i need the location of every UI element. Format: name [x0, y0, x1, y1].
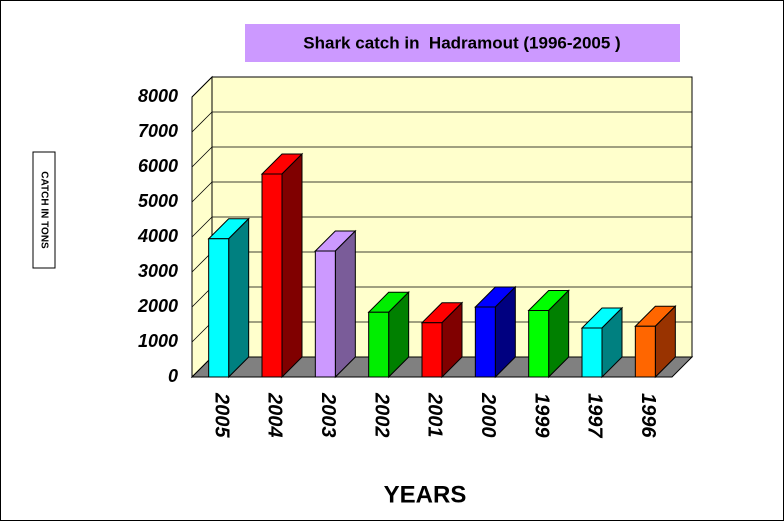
y-tick-label: 1000: [138, 331, 178, 351]
bar-side: [281, 152, 303, 379]
bar: [474, 306, 496, 378]
y-tick-label: 7000: [138, 121, 178, 141]
bar: [421, 322, 443, 378]
y-tick-label: 2000: [137, 296, 178, 316]
bar: [261, 173, 283, 378]
grid-line: [191, 111, 213, 133]
bar: [314, 250, 336, 378]
grid-line: [191, 76, 213, 98]
grid-line: [191, 181, 213, 203]
x-tick-label: 2005: [210, 392, 232, 438]
chart-title: Shark catch in Hadramout (1996-2005 ): [303, 33, 620, 52]
x-axis-label: YEARS: [384, 481, 467, 508]
bar: [634, 325, 656, 378]
y-tick-label: 8000: [138, 86, 178, 106]
x-tick-label: 1996: [637, 393, 659, 438]
grid-line: [191, 146, 213, 168]
x-tick-label: 2001: [424, 392, 446, 438]
x-tick-label: 2000: [477, 392, 499, 438]
y-tick-label: 4000: [137, 226, 178, 246]
x-tick-label: 2004: [264, 392, 286, 438]
grid-line: [191, 216, 213, 238]
x-tick-label: 2003: [317, 392, 339, 438]
title-box: [245, 24, 680, 62]
y-label-box: [32, 151, 56, 269]
x-tick-label: 2002: [370, 392, 392, 438]
plot: 0 1000 2000 3000 4000 5000 6000 7000 8000 2005 200…: [137, 75, 694, 438]
bar: [528, 310, 550, 378]
bar: [368, 311, 390, 378]
bar-side: [334, 229, 356, 379]
x-tick-label: 1999: [530, 393, 552, 438]
y-axis-label: CATCH IN TONS: [38, 171, 49, 249]
bar: [208, 238, 230, 378]
x-tick-label: 1997: [584, 393, 606, 438]
y-tick-label: 3000: [138, 261, 178, 281]
y-tick-label: 6000: [138, 156, 178, 176]
bar-side: [228, 217, 250, 379]
y-tick-label: 0: [168, 366, 178, 386]
y-tick-label: 5000: [138, 191, 178, 211]
bar: [581, 327, 603, 378]
